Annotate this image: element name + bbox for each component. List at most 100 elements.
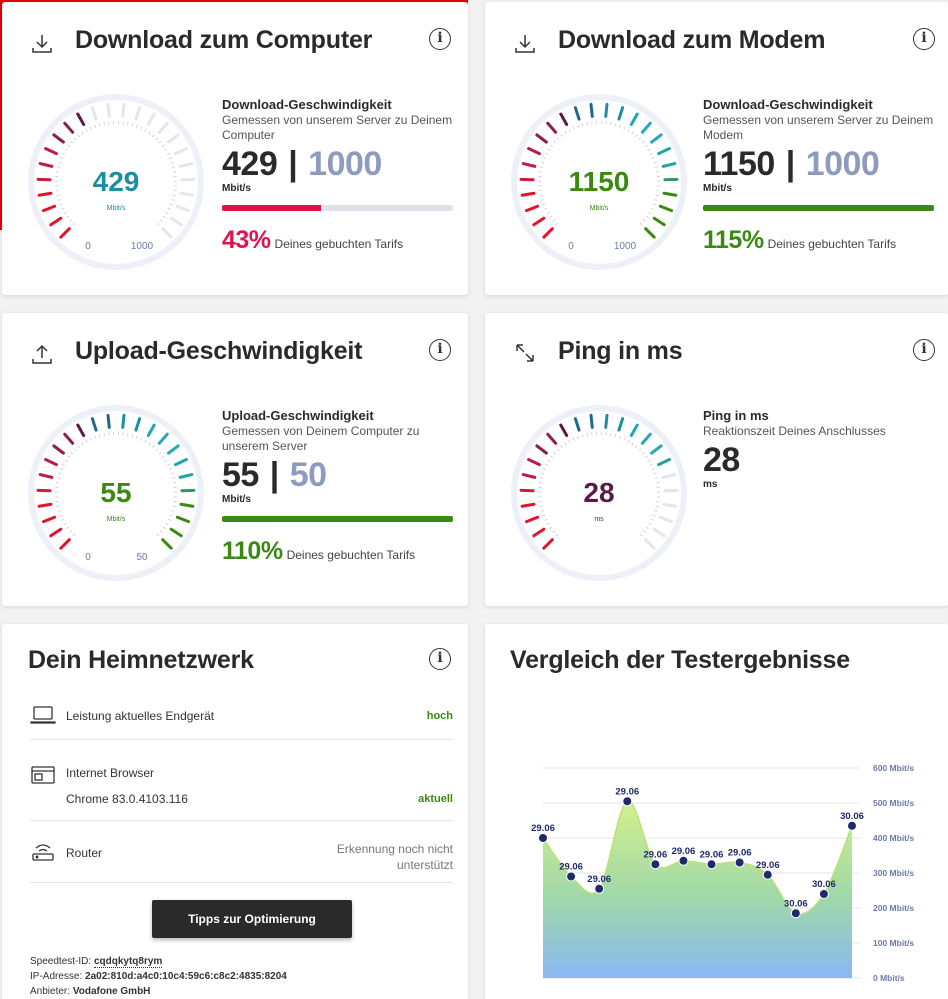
gauge-minor-tick [560,445,563,449]
gauge-minor-tick [59,157,64,160]
gauge-face [34,411,198,575]
data-point [650,859,661,870]
gauge-max-label: 1000 [131,241,154,252]
gauge-minor-tick [69,219,73,222]
gauge-minor-tick [136,435,138,439]
gauge-minor-tick [156,533,160,537]
gauge-tick [524,515,540,524]
comparison-chart: 0 Mbit/s 100 Mbit/s 200 Mbit/s 300 Mbit/s 40… [531,763,914,983]
gauge-tick [658,515,674,524]
gauge-minor-tick [631,131,634,135]
gauge-tick [662,502,678,508]
gauge-minor-tick [168,468,173,471]
gauge-minor-tick [62,152,66,155]
gauge-minor-tick [540,199,544,201]
gauge-face [517,100,681,264]
speed-gauge: 55 Mbit/s 0 50 [28,405,204,581]
status-line-1: Erkennung noch nicht [336,842,453,856]
gauge-minor-tick [556,448,560,452]
speed-readout: 1150 | 1000 [703,146,935,182]
download-icon [32,35,52,53]
data-label: 29.06 [559,862,583,873]
data-label: 29.06 [700,849,724,860]
gauge-minor-tick [631,442,634,446]
gauge-minor-tick [553,451,557,455]
gauge-max-label: 50 [136,552,148,563]
gauge-minor-tick [89,437,92,441]
gauge-tick [63,121,75,134]
gauge-minor-tick [59,468,64,471]
card-ping: Ping in ms i 28 ms Ping in ms Reaktionsze… [485,313,948,606]
gauge-minor-tick [55,482,59,484]
gauge-tick [169,527,183,538]
data-label: 29.06 [672,846,696,857]
row-label: Router [66,846,103,860]
gauge-tick [532,527,546,538]
gauge-tick [644,227,656,239]
gauge-tick [640,121,652,134]
gauge-minor-tick [635,134,638,138]
gauge-minor-tick [131,434,134,438]
gauge-minor-tick [127,122,129,126]
gauge-minor-tick [644,455,648,459]
status-badge: hoch [426,710,453,722]
gauge-tick [63,432,75,445]
card-comparison-chart: Vergleich der Testergebnisse 0 Mbit/s 100… [485,624,948,999]
stat-label: Upload-Geschwindigkeit [222,408,374,423]
laptop-icon [30,706,56,724]
gauge-minor-tick [171,199,175,201]
gauge-tick [52,444,65,455]
data-label: 29.06 [756,860,780,871]
gauge-minor-tick [57,510,61,512]
gauge-minor-tick [161,144,165,148]
router-icon [32,844,54,861]
gauge-tick [49,527,63,538]
gauge-minor-tick [549,215,553,219]
gauge-minor-tick [655,166,659,168]
gauge-tick [521,162,537,168]
speedtest-id[interactable]: cqdqkytq8rym [93,956,163,968]
card-title: Upload-Geschwindigkeit [75,337,363,365]
gauge-minor-tick [169,203,173,206]
list-item-device: Leistung aktuelles Endgerät hoch [30,696,453,740]
provider: Vodafone GmbH [72,986,151,997]
gauge-minor-tick [572,126,575,130]
gauge-tick [121,102,126,118]
gauge-tick [589,413,594,429]
gauge-minor-tick [170,161,174,164]
gauge-minor-tick [648,211,652,215]
gauge-tick [59,538,71,550]
info-icon[interactable]: i [913,339,935,361]
y-tick-label: 400 Mbit/s [873,833,914,843]
gauge-minor-tick [173,482,177,484]
ping-unit: ms [703,479,718,490]
gauge-tick [524,204,540,213]
gauge-minor-tick [56,477,60,479]
gauge-tick [520,502,536,508]
info-icon[interactable]: i [913,28,935,50]
optimization-tips-button[interactable]: Tipps zur Optimierung [152,900,352,938]
speed-gauge: 1150 Mbit/s 0 1000 [511,94,687,270]
gauge-minor-tick [619,435,621,439]
gauge-minor-tick [542,203,546,206]
y-tick-label: 500 Mbit/s [873,798,914,808]
gauge-minor-tick [650,207,654,210]
data-label: 30.06 [840,811,864,822]
info-icon[interactable]: i [429,28,451,50]
gauge-minor-tick [553,140,557,144]
gauge-minor-tick [639,533,643,537]
gauge-minor-tick [131,123,134,127]
info-icon[interactable]: i [429,339,451,361]
gauge-tick [121,413,126,429]
gauge-minor-tick [172,194,176,197]
gauge-minor-tick [165,522,169,526]
gauge-tick [604,413,609,429]
gauge-tick [527,458,541,467]
info-icon[interactable]: i [429,648,451,670]
gauge-minor-tick [555,533,559,537]
gauge-minor-tick [544,518,548,521]
data-point [790,908,801,919]
gauge-tick [629,423,639,437]
gauge-minor-tick [69,530,73,533]
gauge-minor-tick [577,124,579,128]
